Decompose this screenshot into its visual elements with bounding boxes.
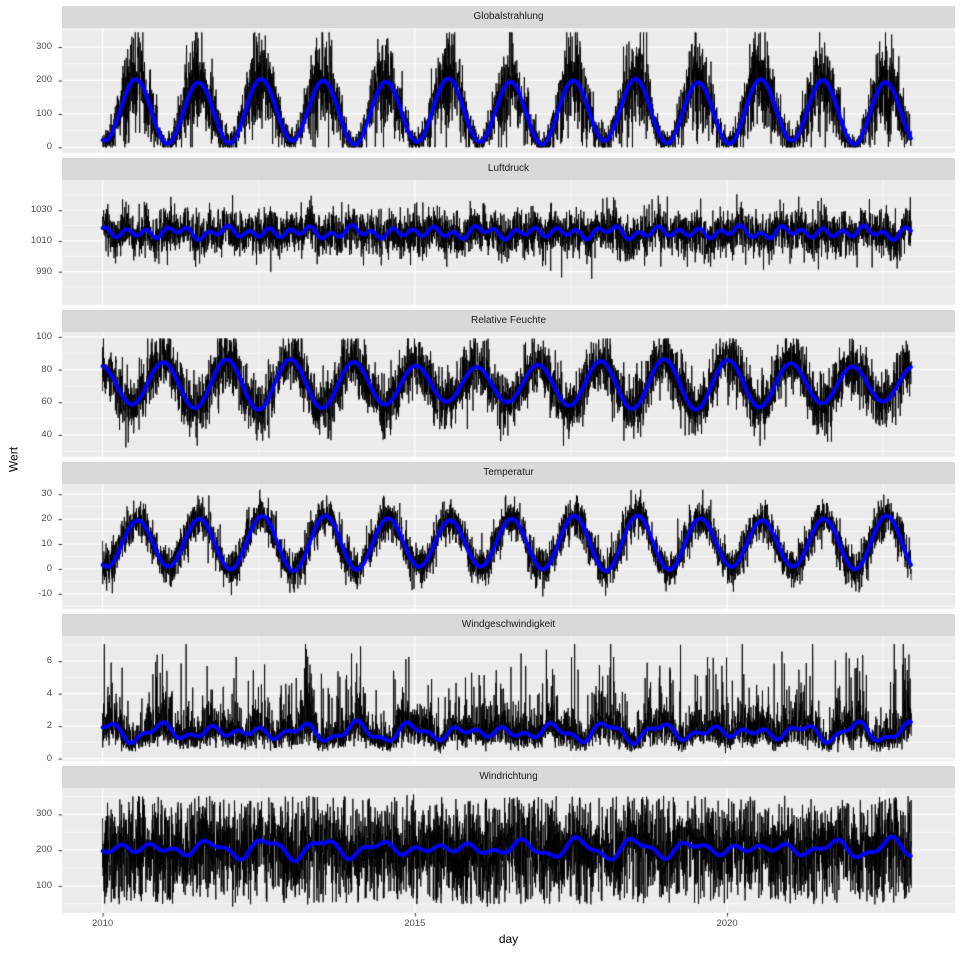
facet-strip-label: Globalstrahlung <box>473 11 544 22</box>
facet-strip-label: Temperatur <box>483 467 534 478</box>
facet-strip-temperatur: Temperatur <box>62 462 955 484</box>
facet-strip-windgeschwindigkeit: Windgeschwindigkeit <box>62 614 955 636</box>
x-axis-title: day <box>498 932 519 946</box>
facet-strip-label: Relative Feuchte <box>470 315 547 326</box>
facet-strip-label: Windgeschwindigkeit <box>461 619 556 630</box>
facet-strip-relative-feuchte: Relative Feuchte <box>62 310 955 332</box>
facet-strip-globalstrahlung: Globalstrahlung <box>62 6 955 28</box>
facet-strip-label: Luftdruck <box>487 163 530 174</box>
facet-strip-label: Windrichtung <box>479 771 538 782</box>
y-axis-title: Wert <box>6 446 21 473</box>
facet-strip-luftdruck: Luftdruck <box>62 158 955 180</box>
facet-strip-windrichtung: Windrichtung <box>62 766 955 788</box>
